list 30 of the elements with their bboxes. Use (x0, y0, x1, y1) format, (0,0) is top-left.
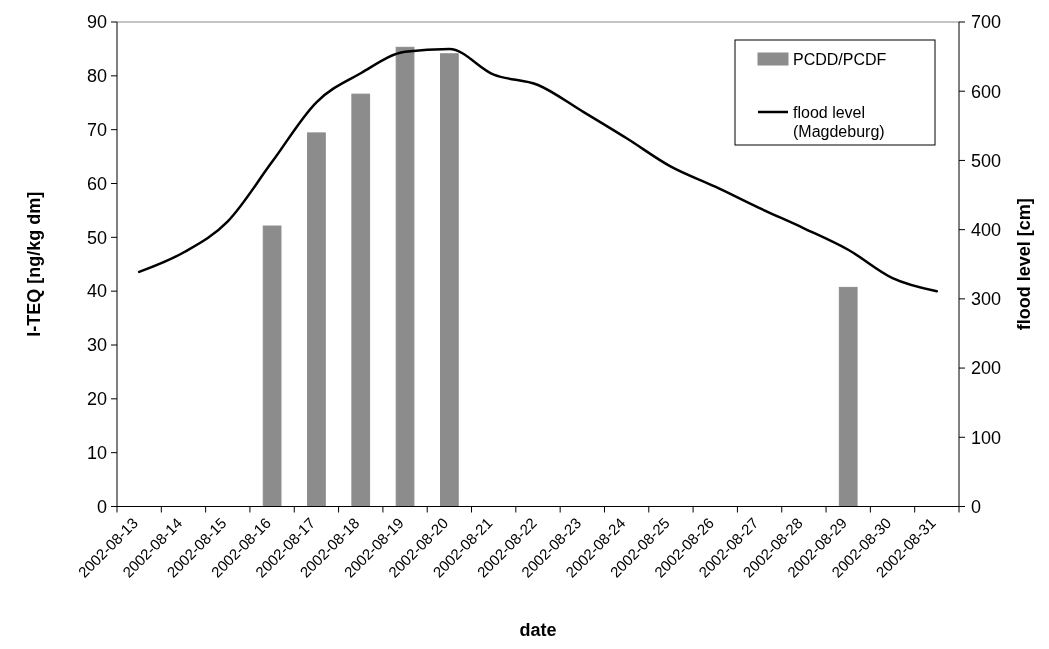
y-tick-label: 80 (86, 66, 107, 87)
y-tick-label: 40 (86, 281, 107, 302)
bar (351, 93, 371, 507)
y2-tick-label: 700 (971, 12, 1002, 33)
legend-label: PCDD/PCDF (793, 50, 887, 68)
bar (838, 286, 858, 507)
bar (440, 53, 459, 507)
y-tick-label: 70 (86, 119, 107, 140)
y2-tick-label: 500 (971, 150, 1002, 171)
bar (262, 225, 282, 507)
y-tick-label: 0 (96, 496, 107, 517)
line-series (137, 47, 939, 293)
y2-axis-title: flood level [cm] (1014, 198, 1034, 331)
y-tick-label: 50 (86, 227, 107, 248)
y-tick-label: 30 (86, 335, 107, 356)
y2-tick-label: 400 (971, 219, 1002, 240)
y2-tick-label: 200 (971, 358, 1002, 379)
y-tick-label: 90 (86, 12, 107, 33)
x-axis-title: date (519, 620, 557, 640)
y2-tick-label: 0 (971, 496, 982, 517)
y2-tick-label: 100 (971, 427, 1002, 448)
y-axis-title: I-TEQ [ng/kg dm] (24, 191, 44, 337)
y-tick-label: 10 (86, 442, 107, 463)
y-tick-label: 20 (86, 389, 107, 410)
bar (395, 46, 415, 507)
bar (307, 132, 326, 507)
y2-tick-label: 600 (971, 81, 1002, 102)
y-tick-label: 60 (86, 173, 107, 194)
legend-label: flood level (Magdeburg) (793, 103, 885, 140)
y2-tick-label: 300 (971, 289, 1002, 310)
